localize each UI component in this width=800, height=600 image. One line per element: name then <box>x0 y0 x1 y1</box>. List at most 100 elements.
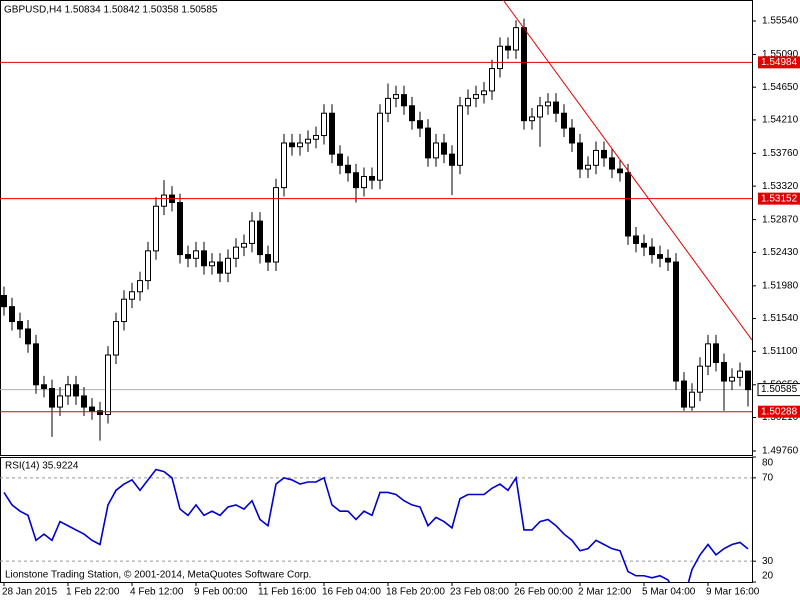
candle-body <box>649 246 655 256</box>
candle-body <box>353 172 359 189</box>
candle-body <box>489 68 495 92</box>
candle-body <box>369 175 375 181</box>
price-label-box <box>757 383 800 397</box>
candle-body <box>313 135 319 140</box>
x-tick-label: 2 Mar 12:00 <box>578 587 632 598</box>
rsi-tick-label: 70 <box>762 472 774 483</box>
candle-body <box>545 101 551 107</box>
price-plot <box>0 0 752 441</box>
level-label-box <box>758 56 800 69</box>
candle-body <box>113 321 119 356</box>
candle-body <box>385 97 391 114</box>
candle-body <box>289 142 295 148</box>
x-tick-label: 11 Feb 16:00 <box>258 587 317 598</box>
y-tick-label: 1.53760 <box>762 148 799 159</box>
candle-body <box>449 153 455 166</box>
x-tick-label: 18 Feb 20:00 <box>386 587 445 598</box>
candle-body <box>225 257 231 274</box>
candle-body <box>401 94 407 107</box>
y-tick-label: 1.54210 <box>762 115 799 126</box>
candle-body <box>409 105 415 122</box>
rsi-title: RSI(14) 35.9224 <box>5 461 79 472</box>
candle-body <box>345 164 351 174</box>
candle-body <box>465 97 471 107</box>
level-label: 1.50288 <box>761 406 798 417</box>
candle-body <box>17 321 23 330</box>
level-label-box <box>758 405 800 418</box>
x-tick-label: 26 Feb 00:00 <box>514 587 573 598</box>
y-tick-label: 1.51100 <box>762 346 798 357</box>
x-tick-label: 1 Feb 22:00 <box>66 587 120 598</box>
candle-body <box>281 142 287 189</box>
candle-body <box>609 157 615 170</box>
y-tick-label: 1.55540 <box>762 16 799 27</box>
candle-body <box>81 395 87 408</box>
main-frame <box>0 0 753 456</box>
candle-body <box>41 384 47 389</box>
x-tick-label: 4 Feb 12:00 <box>130 587 184 598</box>
candle-body <box>425 127 431 159</box>
rsi-line <box>3 468 749 582</box>
x-tick-label: 16 Feb 04:00 <box>322 587 381 598</box>
price-label: 1.50585 <box>761 384 798 395</box>
candle-body <box>705 343 711 367</box>
chart-title: GBPUSD,H4 1.50834 1.50842 1.50358 1.5058… <box>4 5 218 16</box>
candle-body <box>257 220 263 256</box>
candle-body <box>153 205 159 252</box>
trendline <box>502 0 752 341</box>
x-tick-label: 23 Feb 08:00 <box>450 587 509 598</box>
candle-body <box>561 112 567 129</box>
candle-body <box>73 384 79 397</box>
candle-body <box>273 187 279 263</box>
candle-body <box>689 391 695 408</box>
candle-body <box>633 235 639 244</box>
rsi-plot <box>0 468 752 582</box>
candle-body <box>721 361 727 382</box>
x-tick-label: 9 Mar 16:00 <box>706 587 760 598</box>
candle-body <box>441 142 447 155</box>
axes: 1.55540 1.55090 1.54650 1.54210 1.53760 1.533… <box>2 16 800 598</box>
candle-body <box>337 153 343 166</box>
candle-body <box>209 261 215 267</box>
candle-body <box>177 202 183 256</box>
candle-body <box>321 112 327 137</box>
candle-body <box>513 27 519 51</box>
candle-body <box>161 194 167 207</box>
level-label-box <box>758 192 800 205</box>
candle-body <box>329 112 335 155</box>
candle-body <box>265 254 271 263</box>
candle-body <box>473 94 479 99</box>
y-tick-label: 1.53320 <box>762 181 799 192</box>
candle-body <box>577 142 583 170</box>
candle-body <box>657 254 663 259</box>
candle-body <box>529 116 535 122</box>
candle-body <box>457 105 463 166</box>
candle-body <box>625 172 631 237</box>
candle-body <box>33 343 39 386</box>
candle-body <box>505 45 511 51</box>
candle-body <box>481 90 487 96</box>
candle-body <box>433 142 439 159</box>
candle-body <box>521 27 527 122</box>
candle-body <box>145 250 151 282</box>
candle-body <box>185 254 191 259</box>
candle-body <box>361 175 367 189</box>
rsi-tick-label: 80 <box>762 458 774 469</box>
rsi-tick-label: 30 <box>762 556 774 567</box>
y-tick-label: 1.54650 <box>762 82 799 93</box>
candle-body <box>57 395 63 408</box>
candle-body <box>9 306 15 323</box>
candle-body <box>593 149 599 166</box>
candle-body <box>537 105 543 118</box>
candle-body <box>297 142 303 148</box>
candle-body <box>217 261 223 274</box>
candle-body <box>729 376 735 382</box>
candle-body <box>305 138 311 144</box>
candle-body <box>377 112 383 181</box>
candle-body <box>137 280 143 293</box>
y-tick-label: 1.55090 <box>762 49 799 60</box>
candle-body <box>201 250 207 267</box>
candle-body <box>49 387 55 408</box>
candle-body <box>585 164 591 170</box>
